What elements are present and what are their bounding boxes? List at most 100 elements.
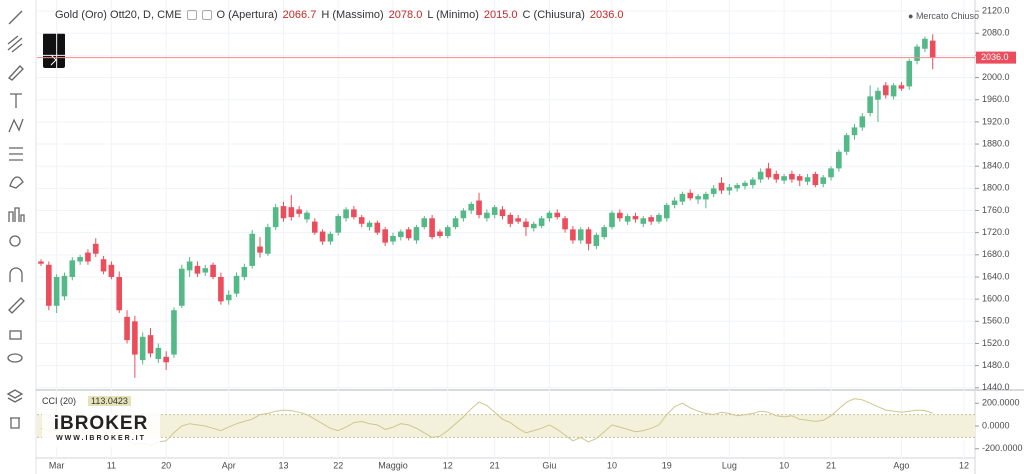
- y-tick-label: 2000.0: [982, 72, 1010, 82]
- candle-body: [108, 264, 115, 277]
- candle-body: [210, 264, 216, 277]
- tool-layers[interactable]: [6, 389, 24, 403]
- candle-body: [413, 227, 420, 241]
- candle-body: [828, 168, 834, 178]
- tool-prediction[interactable]: [9, 147, 23, 161]
- tool-measure[interactable]: [8, 207, 25, 222]
- legend-header: Gold (Oro) Ott20, D, CME O (Apertura) 206…: [55, 9, 624, 21]
- candle-body: [750, 179, 756, 186]
- y-tick-label: 2120.0: [982, 5, 1010, 15]
- candle-body: [484, 212, 490, 219]
- ohlc-value: 2066.7: [282, 9, 317, 21]
- candle-body: [460, 210, 467, 219]
- candle-body: [836, 151, 842, 169]
- candle-body: [663, 204, 670, 219]
- candle-body: [843, 135, 850, 152]
- x-tick-label: 11: [107, 460, 116, 470]
- candle-body: [640, 218, 647, 224]
- candle-body: [632, 216, 639, 220]
- tool-brush[interactable]: [8, 65, 24, 81]
- candle-body: [304, 212, 310, 220]
- x-tick-label: 21: [490, 460, 500, 470]
- candle-body: [233, 275, 240, 294]
- candle-body: [601, 227, 607, 238]
- toolbar-icons: [6, 10, 25, 429]
- candle-body: [577, 229, 584, 241]
- market-status-text: Mercato Chiuso: [915, 11, 979, 21]
- indicator-legend: CCI (20) 113.0423: [42, 396, 131, 406]
- candle-body: [327, 233, 334, 242]
- tool-cursor[interactable]: [9, 176, 24, 189]
- candle-body: [875, 90, 881, 100]
- candle-body: [437, 231, 443, 236]
- candle-body: [53, 276, 60, 306]
- y-tick-label: 1560.0: [982, 316, 1010, 326]
- candle-body: [859, 116, 866, 128]
- tool-delete[interactable]: [10, 417, 20, 429]
- y-tick-label: 1880.0: [982, 138, 1010, 148]
- tool-lock[interactable]: [9, 330, 22, 340]
- candle-body: [656, 214, 662, 222]
- icon[interactable]: [186, 10, 197, 20]
- tool-magnet[interactable]: [9, 267, 23, 282]
- candle-body: [398, 231, 404, 238]
- symbol[interactable]: Gold (Oro) Ott20, D, CME: [55, 9, 182, 21]
- candle-body: [710, 188, 717, 194]
- tool-eye[interactable]: [7, 353, 23, 363]
- y-tick-label: 1440.0: [982, 382, 1010, 392]
- indicator-value: 113.0423: [88, 396, 131, 406]
- y-tick-label: 1480.0: [982, 360, 1010, 370]
- candle-body: [429, 218, 435, 238]
- ohlc-label: O (Apertura): [216, 9, 278, 21]
- candle-body: [382, 229, 388, 243]
- candle-body: [296, 209, 302, 214]
- y2-tick-label: -200.0000: [982, 443, 1023, 453]
- tool-lock-draw[interactable]: [8, 297, 25, 314]
- candle-body: [311, 221, 318, 233]
- candle-body: [476, 200, 482, 215]
- x-tick-label: 10: [607, 460, 617, 470]
- candle-body: [671, 200, 678, 205]
- y-tick-label: 2080.0: [982, 28, 1010, 38]
- candle-body: [882, 85, 889, 96]
- candle-body: [265, 227, 271, 254]
- tool-pattern[interactable]: [8, 118, 24, 133]
- tool-zoom[interactable]: [9, 235, 21, 247]
- candle-body: [319, 231, 326, 242]
- navigation-widget[interactable]: [43, 33, 65, 68]
- candle-body: [366, 222, 373, 228]
- icon[interactable]: [201, 10, 212, 20]
- logo-url: WWW.IBROKER.IT: [56, 435, 146, 442]
- candle-body: [280, 206, 287, 219]
- candle-body: [929, 40, 936, 58]
- candle-body: [374, 222, 381, 233]
- candle-body: [773, 173, 780, 180]
- grid: [37, 0, 975, 458]
- candle-body: [624, 216, 631, 222]
- candle-body: [554, 212, 561, 218]
- candle-body: [898, 85, 905, 89]
- candle-body: [679, 193, 686, 202]
- y-tick-label: 1760.0: [982, 205, 1010, 215]
- y-tick-label: 1960.0: [982, 94, 1010, 104]
- logo-brand: iBROKER: [53, 413, 149, 434]
- indicator-name[interactable]: CCI (20): [42, 396, 77, 406]
- candle-body: [288, 207, 295, 218]
- candle-body: [757, 171, 764, 180]
- candle-body: [218, 276, 224, 302]
- candle-body: [335, 216, 342, 233]
- candle-body: [804, 177, 811, 182]
- y-tick-label: 1720.0: [982, 227, 1010, 237]
- candle-body: [499, 209, 506, 217]
- tool-trendline[interactable]: [8, 10, 23, 25]
- candle-body: [648, 217, 654, 222]
- candle-body: [890, 85, 897, 97]
- x-tick-label: Lug: [722, 460, 737, 470]
- tool-text[interactable]: [10, 93, 22, 108]
- x-tick-label: Apr: [222, 460, 236, 470]
- tool-fib[interactable]: [7, 35, 23, 53]
- y-tick-label: 1840.0: [982, 161, 1010, 171]
- candle-body: [421, 218, 428, 228]
